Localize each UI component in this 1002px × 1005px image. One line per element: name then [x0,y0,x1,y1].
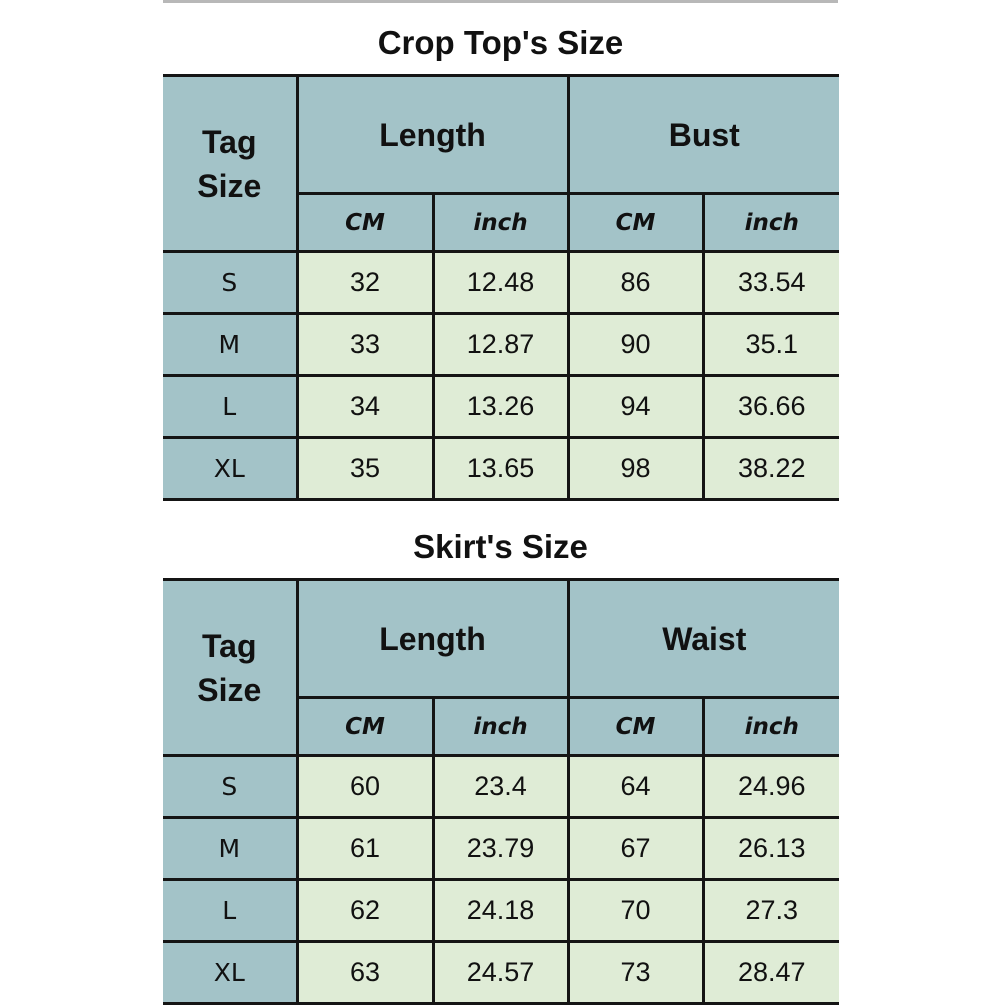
table-title: Crop Top's Size [377,24,624,61]
value-cell: 32 [295,250,435,315]
value-cell: 33.54 [701,250,840,315]
value-cell: 35.1 [701,312,840,377]
value-cell: 63 [295,940,435,1005]
value-cell: 67 [566,816,705,881]
value-cell: 13.26 [431,374,570,439]
table-row: M 33 12.87 90 35.1 [163,312,840,377]
unit-row: CM inch CM inch [163,192,840,253]
value-cell: 13.65 [431,436,570,501]
tag-size-header: Tag Size [163,74,299,253]
unit-header: CM [566,192,705,253]
value-cell: 12.48 [431,250,570,315]
value-cell: 73 [566,940,705,1005]
unit-row: CM inch CM inch [163,696,840,757]
unit-header: inch [701,696,840,757]
group-header: Length [295,74,570,195]
value-cell: 62 [295,878,435,943]
unit-header: inch [431,192,570,253]
table-row: L 62 24.18 70 27.3 [163,878,840,943]
table-row: XL 35 13.65 98 38.22 [163,436,840,501]
tag-size-cell: XL [163,436,299,501]
value-cell: 90 [566,312,705,377]
value-cell: 36.66 [701,374,840,439]
tag-size-cell: M [163,816,299,881]
value-cell: 98 [566,436,705,501]
tag-size-cell: L [163,374,299,439]
unit-header: CM [295,696,435,757]
value-cell: 64 [566,754,705,819]
value-cell: 24.96 [701,754,840,819]
table-row: M 61 23.79 67 26.13 [163,816,840,881]
value-cell: 35 [295,436,435,501]
top-divider [163,0,838,3]
value-cell: 34 [295,374,435,439]
value-cell: 23.4 [431,754,570,819]
size-table: Tag Size Length Bust CM inch CM inch S 32 12.48 86… [163,74,840,501]
tag-size-header: Tag Size [163,578,299,757]
table-row: L 34 13.26 94 36.66 [163,374,840,439]
value-cell: 28.47 [701,940,840,1005]
group-header: Length [295,578,570,699]
group-header: Bust [566,74,840,195]
unit-header: CM [295,192,435,253]
tag-size-cell: XL [163,940,299,1005]
value-cell: 24.57 [431,940,570,1005]
value-cell: 38.22 [701,436,840,501]
table-title: Skirt's Size [413,528,588,565]
size-table: Tag Size Length Waist CM inch CM inch S 60 23.4 64… [163,578,840,1005]
header-row: Tag Size Length Waist [163,578,840,757]
tag-size-cell: S [163,250,299,315]
value-cell: 23.79 [431,816,570,881]
table-row: S 32 12.48 86 33.54 [163,250,840,315]
value-cell: 27.3 [701,878,840,943]
value-cell: 61 [295,816,435,881]
value-cell: 94 [566,374,705,439]
unit-header: inch [431,696,570,757]
value-cell: 60 [295,754,435,819]
unit-header: inch [701,192,840,253]
value-cell: 70 [566,878,705,943]
value-cell: 33 [295,312,435,377]
group-header: Waist [566,578,840,699]
table-row: XL 63 24.57 73 28.47 [163,940,840,1005]
header-row: Tag Size Length Bust [163,74,840,253]
unit-header: CM [566,696,705,757]
tag-size-cell: L [163,878,299,943]
table-row: S 60 23.4 64 24.96 [163,754,840,819]
value-cell: 26.13 [701,816,840,881]
value-cell: 24.18 [431,878,570,943]
value-cell: 86 [566,250,705,315]
value-cell: 12.87 [431,312,570,377]
tag-size-cell: S [163,754,299,819]
tag-size-cell: M [163,312,299,377]
